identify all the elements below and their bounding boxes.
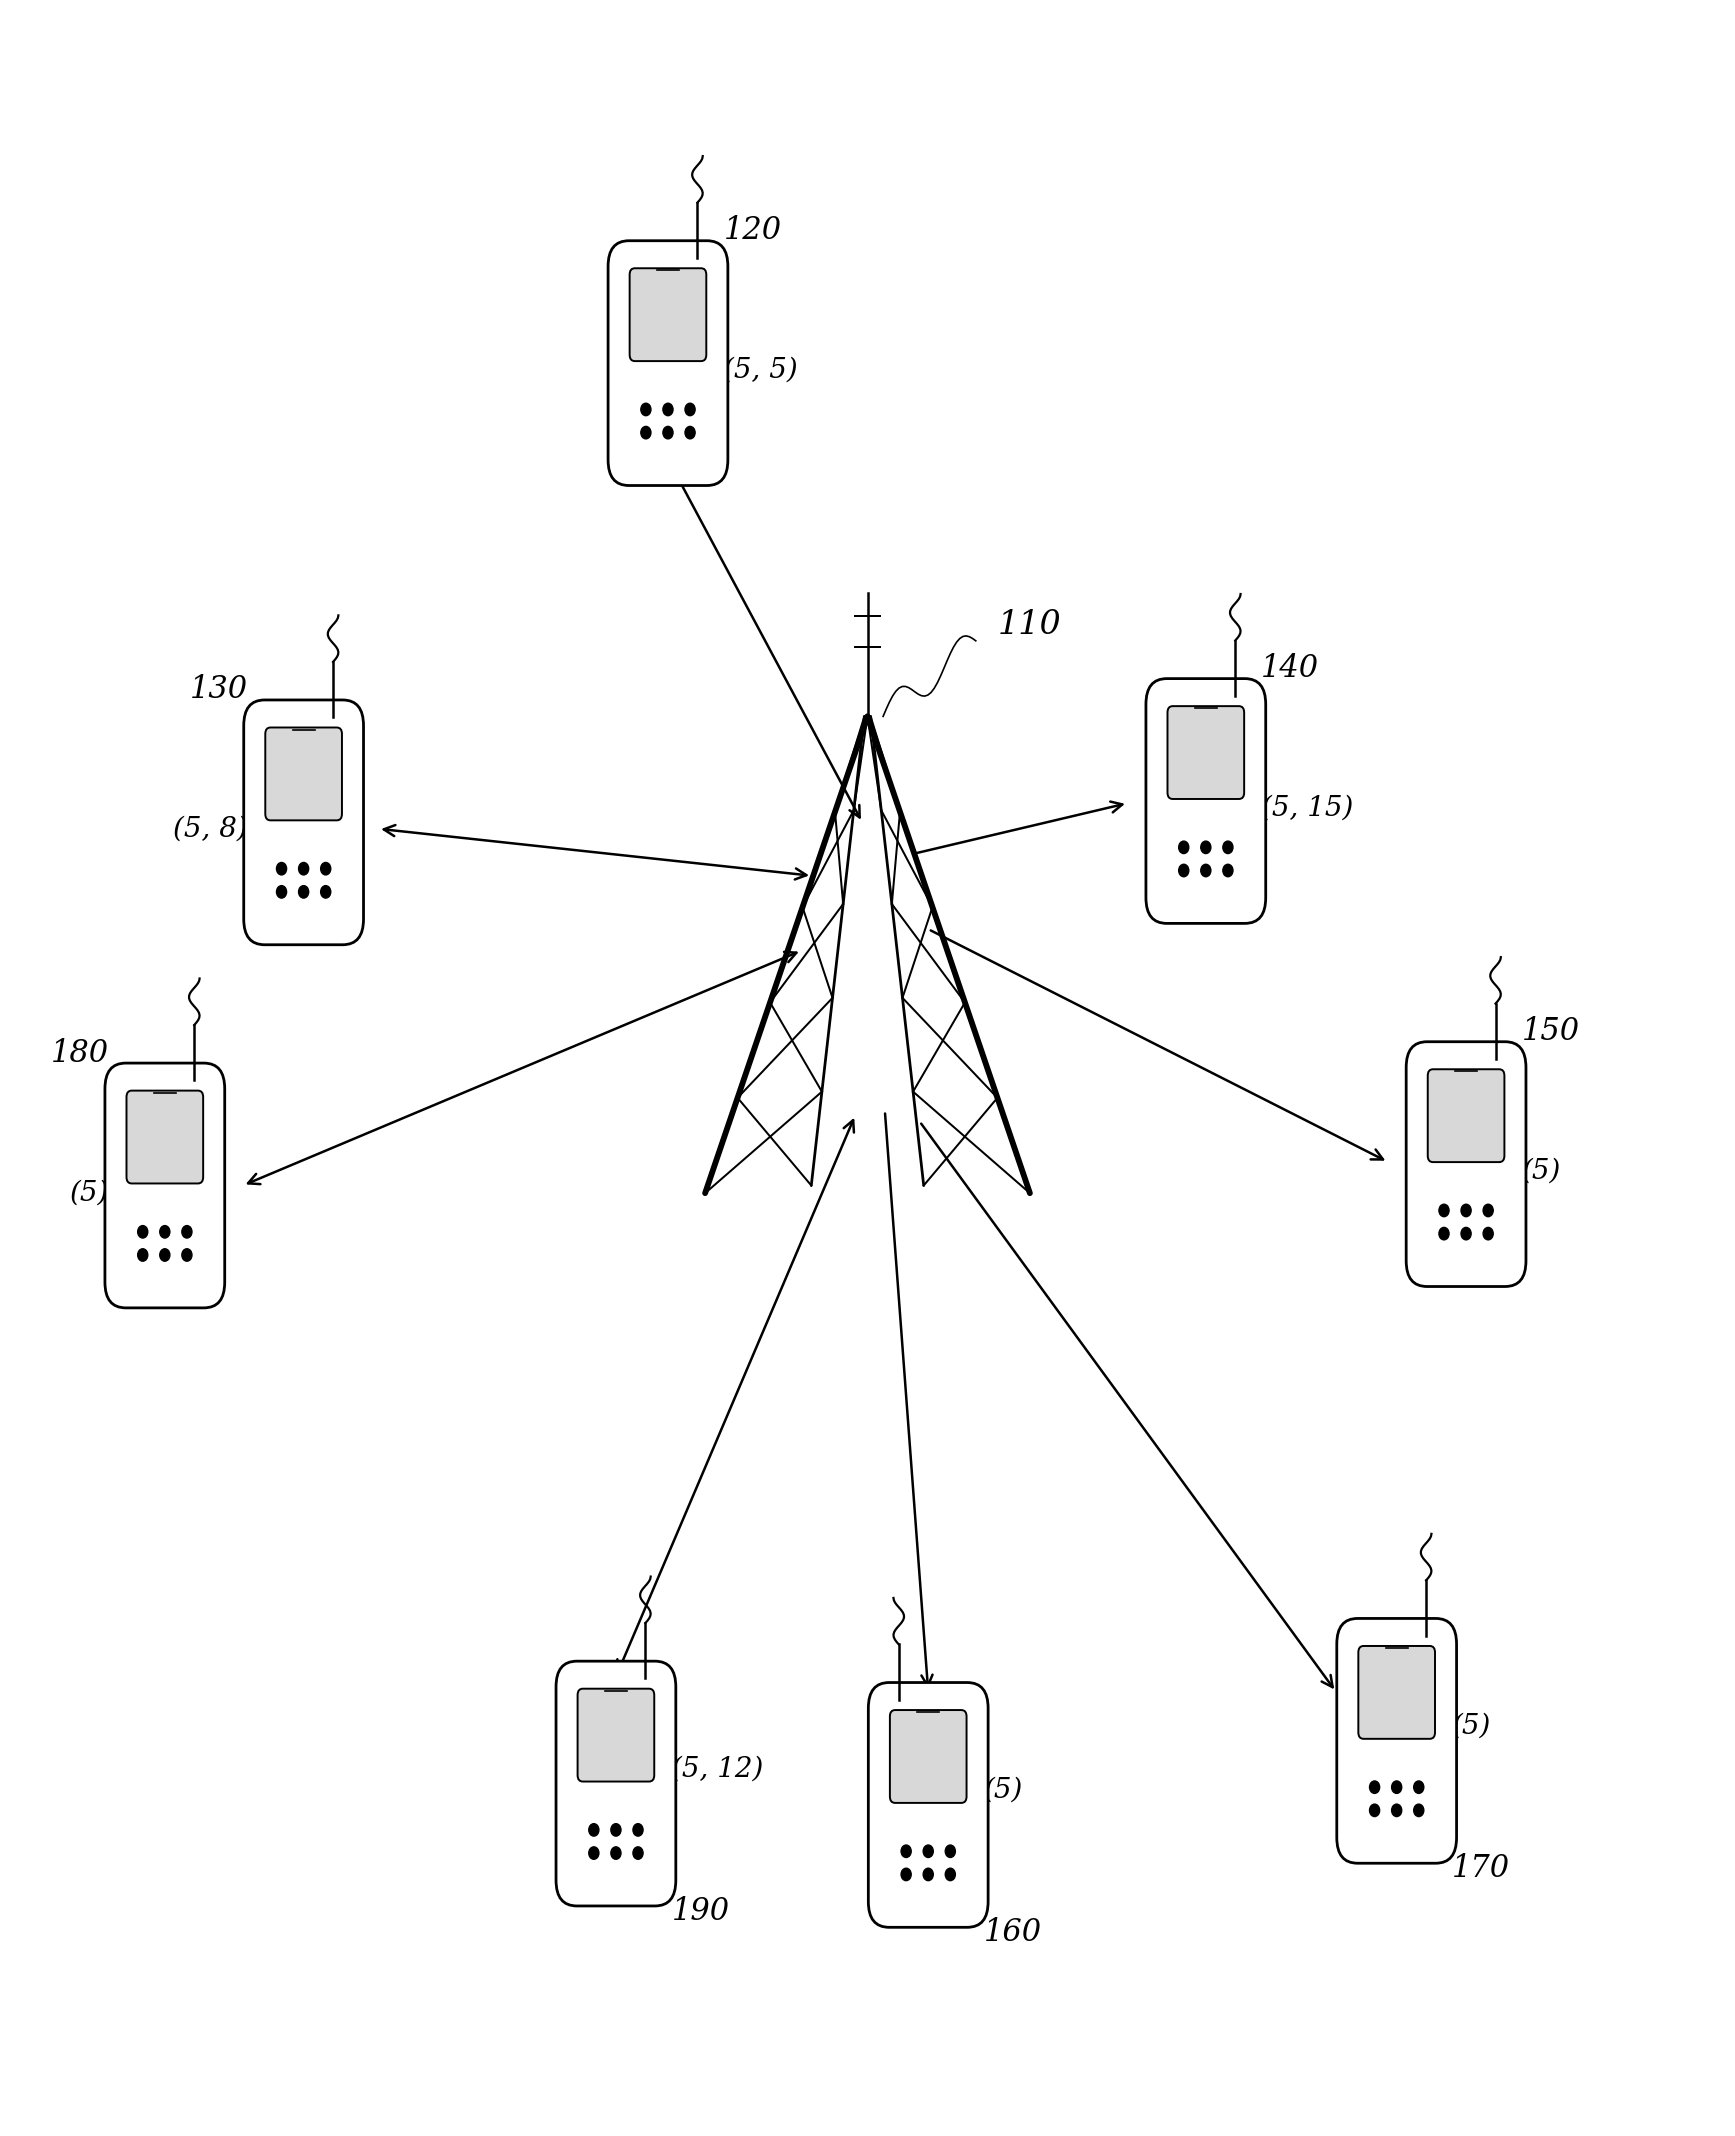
Circle shape — [276, 886, 286, 897]
Circle shape — [1483, 1205, 1494, 1218]
Text: (5, 8): (5, 8) — [174, 816, 248, 844]
Text: (5): (5) — [984, 1777, 1024, 1805]
Circle shape — [182, 1226, 193, 1239]
Circle shape — [1369, 1805, 1379, 1816]
Circle shape — [182, 1250, 193, 1260]
Circle shape — [640, 404, 651, 417]
Circle shape — [685, 427, 696, 438]
FancyBboxPatch shape — [1168, 707, 1244, 799]
FancyBboxPatch shape — [1359, 1647, 1435, 1739]
Circle shape — [685, 404, 696, 417]
Text: 190: 190 — [671, 1897, 729, 1927]
Circle shape — [1461, 1205, 1471, 1218]
Text: 160: 160 — [984, 1918, 1041, 1948]
FancyArrowPatch shape — [248, 953, 796, 1183]
Circle shape — [1178, 842, 1188, 854]
Text: 140: 140 — [1261, 654, 1319, 684]
Circle shape — [1414, 1805, 1424, 1816]
FancyArrowPatch shape — [885, 1113, 932, 1685]
FancyBboxPatch shape — [868, 1683, 989, 1927]
FancyBboxPatch shape — [890, 1711, 966, 1803]
FancyArrowPatch shape — [671, 464, 859, 818]
Circle shape — [160, 1250, 170, 1260]
FancyBboxPatch shape — [243, 701, 364, 944]
Text: 130: 130 — [191, 675, 248, 705]
Text: 180: 180 — [52, 1038, 109, 1068]
Circle shape — [611, 1824, 621, 1837]
Text: 150: 150 — [1522, 1017, 1579, 1047]
Circle shape — [923, 1869, 933, 1880]
Circle shape — [1369, 1781, 1379, 1794]
FancyArrowPatch shape — [383, 824, 807, 880]
Circle shape — [1391, 1805, 1402, 1816]
FancyBboxPatch shape — [607, 241, 729, 485]
Circle shape — [321, 863, 331, 876]
FancyBboxPatch shape — [265, 728, 342, 820]
Circle shape — [640, 427, 651, 438]
Circle shape — [1461, 1228, 1471, 1239]
Circle shape — [1483, 1228, 1494, 1239]
Text: (5, 12): (5, 12) — [671, 1756, 763, 1784]
Text: (5): (5) — [1452, 1713, 1492, 1741]
Circle shape — [633, 1824, 644, 1837]
Circle shape — [611, 1848, 621, 1858]
Circle shape — [1223, 842, 1234, 854]
Circle shape — [1438, 1228, 1449, 1239]
Circle shape — [663, 427, 673, 438]
Circle shape — [298, 863, 309, 876]
Circle shape — [946, 1846, 956, 1858]
Circle shape — [946, 1869, 956, 1880]
Circle shape — [1391, 1781, 1402, 1794]
FancyArrowPatch shape — [914, 801, 1123, 854]
Circle shape — [298, 886, 309, 897]
Circle shape — [663, 404, 673, 417]
Circle shape — [276, 863, 286, 876]
Circle shape — [923, 1846, 933, 1858]
FancyBboxPatch shape — [1405, 1042, 1527, 1286]
FancyBboxPatch shape — [1145, 679, 1267, 923]
Circle shape — [1178, 865, 1188, 876]
Circle shape — [137, 1250, 147, 1260]
FancyArrowPatch shape — [921, 1124, 1332, 1687]
Text: 120: 120 — [723, 216, 781, 246]
Circle shape — [1223, 865, 1234, 876]
FancyArrowPatch shape — [618, 1119, 854, 1672]
Circle shape — [1414, 1781, 1424, 1794]
Text: 170: 170 — [1452, 1854, 1509, 1884]
FancyBboxPatch shape — [578, 1690, 654, 1781]
Text: (5, 15): (5, 15) — [1261, 795, 1353, 822]
Text: (5): (5) — [69, 1179, 109, 1207]
FancyBboxPatch shape — [630, 269, 706, 361]
Circle shape — [160, 1226, 170, 1239]
FancyBboxPatch shape — [127, 1091, 203, 1183]
FancyBboxPatch shape — [1428, 1070, 1504, 1162]
Circle shape — [1201, 842, 1211, 854]
Text: (5, 5): (5, 5) — [723, 357, 798, 384]
FancyBboxPatch shape — [555, 1662, 677, 1905]
Circle shape — [900, 1869, 911, 1880]
Circle shape — [1438, 1205, 1449, 1218]
Text: 110: 110 — [998, 609, 1062, 641]
FancyBboxPatch shape — [104, 1064, 226, 1307]
Circle shape — [633, 1848, 644, 1858]
Circle shape — [321, 886, 331, 897]
Circle shape — [900, 1846, 911, 1858]
Text: (5): (5) — [1522, 1158, 1562, 1185]
Circle shape — [1201, 865, 1211, 876]
FancyArrowPatch shape — [930, 931, 1383, 1160]
Circle shape — [588, 1848, 599, 1858]
Circle shape — [588, 1824, 599, 1837]
Circle shape — [137, 1226, 147, 1239]
FancyBboxPatch shape — [1336, 1619, 1457, 1863]
